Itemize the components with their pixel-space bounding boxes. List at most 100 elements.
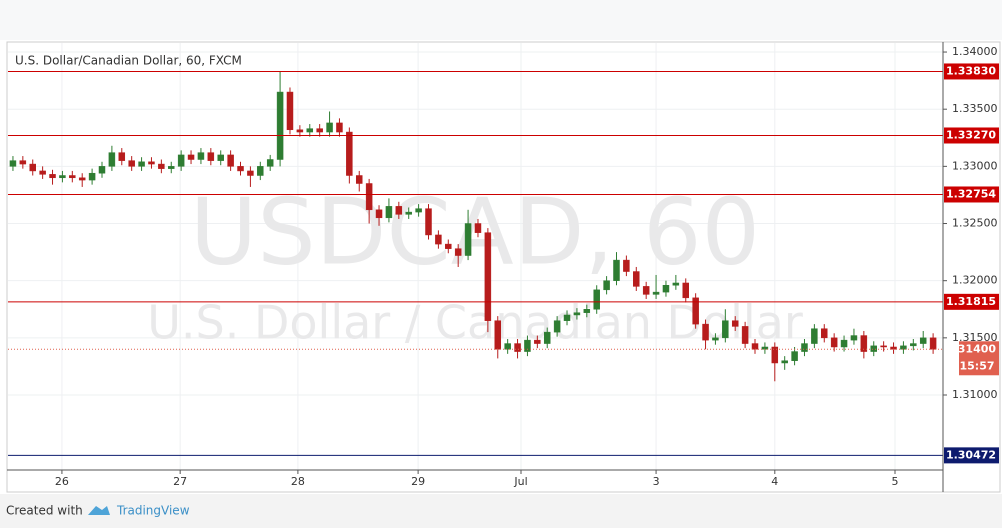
watermark-name: U.S. Dollar / Canadian Dollar — [147, 296, 803, 350]
x-tick-label: 3 — [653, 475, 660, 488]
candle-body — [39, 170, 46, 175]
top-strip — [0, 0, 1002, 40]
candle-body — [118, 152, 126, 161]
candle-body — [919, 337, 927, 344]
x-tick-label: 28 — [291, 475, 305, 488]
candle-body — [326, 122, 333, 133]
candle-body — [276, 91, 284, 160]
candle-body — [524, 339, 531, 352]
candle-body — [385, 206, 393, 219]
level-label-bg — [944, 186, 999, 203]
candle-body — [514, 343, 521, 352]
candle-body — [415, 208, 422, 213]
candle-body — [177, 154, 185, 167]
candle-body — [375, 209, 383, 219]
candle-body — [237, 166, 244, 172]
candle-body — [316, 128, 323, 133]
chart-panel — [6, 41, 1001, 493]
candle-body — [207, 152, 215, 161]
candle-body — [474, 223, 482, 233]
footer-bar — [0, 494, 1002, 528]
candle-body — [227, 154, 234, 167]
footer-created: Created with — [6, 504, 83, 518]
candle-body — [543, 331, 551, 344]
y-tick-label: 1.33000 — [952, 159, 998, 172]
candle-body — [504, 343, 511, 350]
countdown: 15:57 — [959, 359, 994, 372]
candle-body — [217, 154, 224, 161]
candle-body — [900, 345, 907, 350]
candle-body — [454, 248, 462, 256]
candle-body — [583, 309, 591, 313]
candle-body — [346, 131, 353, 176]
level-label-bg — [944, 127, 999, 144]
candle-body — [534, 339, 541, 344]
candle-body — [840, 339, 848, 348]
x-tick-label: 5 — [892, 475, 899, 488]
candle-body — [563, 314, 571, 321]
y-tick-label: 1.34000 — [952, 45, 998, 58]
candle-body — [9, 160, 17, 167]
candle-body — [830, 337, 838, 348]
candle-body — [880, 345, 887, 348]
candle-body — [336, 122, 343, 133]
candle-body — [850, 335, 858, 341]
candle-body — [623, 259, 630, 272]
candle-body — [88, 172, 96, 181]
y-tick-label: 1.33500 — [952, 102, 998, 115]
candle-body — [59, 175, 66, 179]
candle-body — [197, 152, 205, 160]
candle-body — [355, 175, 363, 184]
x-tick-label: 27 — [173, 475, 187, 488]
candle-body — [257, 166, 264, 176]
candle-body — [573, 312, 581, 316]
y-tick-label: 1.31500 — [952, 331, 998, 344]
candle-body — [286, 91, 294, 131]
candle-body — [751, 343, 759, 350]
candle-body — [860, 335, 868, 352]
candle-body — [702, 323, 709, 341]
x-tick-label: Jul — [513, 475, 527, 488]
candle-body — [682, 282, 690, 299]
candle-body — [187, 154, 195, 160]
candle-body — [811, 328, 818, 344]
candle-body — [593, 289, 600, 310]
candle-body — [672, 282, 680, 286]
candle-body — [642, 286, 650, 295]
candle-body — [929, 337, 937, 350]
candle-body — [148, 161, 155, 165]
level-label: 1.31815 — [946, 295, 996, 308]
candle-body — [613, 259, 620, 281]
candle-body — [553, 320, 561, 333]
candle-body — [69, 175, 76, 179]
candle-body — [633, 271, 640, 287]
candle-body — [128, 160, 135, 167]
candle-body — [464, 223, 472, 256]
y-tick-label: 1.32000 — [952, 274, 998, 287]
candle-body — [791, 351, 798, 361]
candle-body — [652, 291, 660, 295]
candle-body — [138, 161, 145, 167]
chart-title: U.S. Dollar/Canadian Dollar, 60, FXCM — [15, 54, 242, 68]
current-label-bg — [959, 341, 999, 376]
candle-body — [247, 170, 254, 176]
candle-body — [870, 345, 877, 352]
candle-body — [910, 343, 917, 347]
level-label-bg — [944, 293, 999, 310]
level-label: 1.33830 — [946, 64, 996, 77]
x-tick-label: 26 — [55, 475, 69, 488]
footer-brand[interactable]: TradingView — [116, 504, 190, 518]
current-price-label: 1.31400 — [946, 342, 996, 355]
candle-body — [29, 163, 36, 172]
candle-body — [168, 166, 175, 169]
candle-body — [405, 211, 412, 215]
candle-body — [722, 320, 729, 339]
y-tick-label: 1.32500 — [952, 217, 998, 230]
x-tick-label: 4 — [771, 475, 778, 488]
candle-body — [741, 326, 749, 344]
level-label: 1.33270 — [946, 128, 996, 141]
candle-body — [19, 160, 27, 165]
candle-body — [306, 128, 314, 133]
candle-body — [603, 280, 610, 291]
